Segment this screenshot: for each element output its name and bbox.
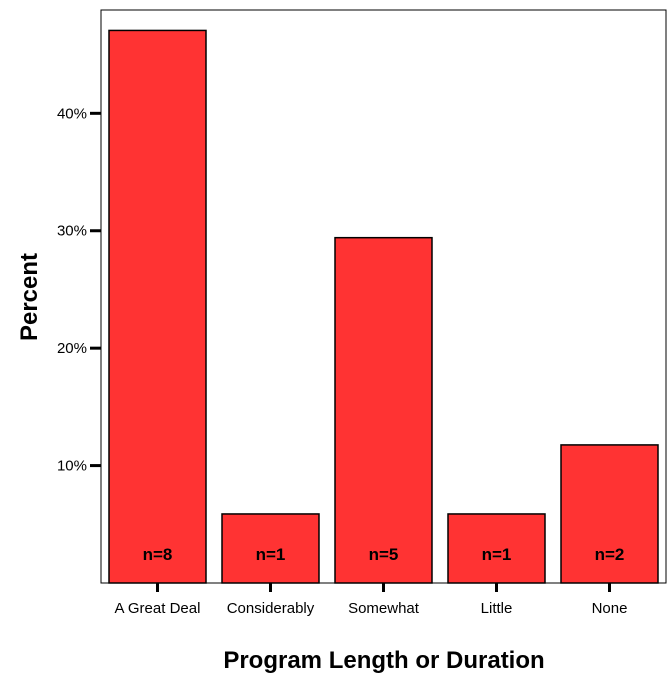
y-tick-label: 40% <box>57 105 87 122</box>
bar-count-label: n=1 <box>482 545 512 564</box>
y-tick-label: 30% <box>57 223 87 240</box>
x-axis-title: Program Length or Duration <box>223 647 544 674</box>
y-tick-label: 10% <box>57 458 87 475</box>
bar-count-label: n=2 <box>595 545 625 564</box>
x-tick-label: Somewhat <box>348 600 420 617</box>
x-tick-label: A Great Deal <box>115 600 201 617</box>
bar-count-label: n=1 <box>256 545 286 564</box>
bar-count-label: n=5 <box>369 545 399 564</box>
bar <box>334 236 433 584</box>
x-tick-label: Little <box>481 600 513 617</box>
bar-count-label: n=8 <box>143 545 173 564</box>
bar <box>221 513 320 584</box>
y-axis-title: Percent <box>16 253 43 341</box>
x-tick-label: None <box>592 600 628 617</box>
y-tick-label: 20% <box>57 340 87 357</box>
bar <box>108 29 207 584</box>
x-tick-label: Considerably <box>227 600 315 617</box>
y-axis: 10% 20% 30% 40% <box>57 105 101 475</box>
x-axis: A Great Deal Considerably Somewhat Little No… <box>115 583 628 617</box>
